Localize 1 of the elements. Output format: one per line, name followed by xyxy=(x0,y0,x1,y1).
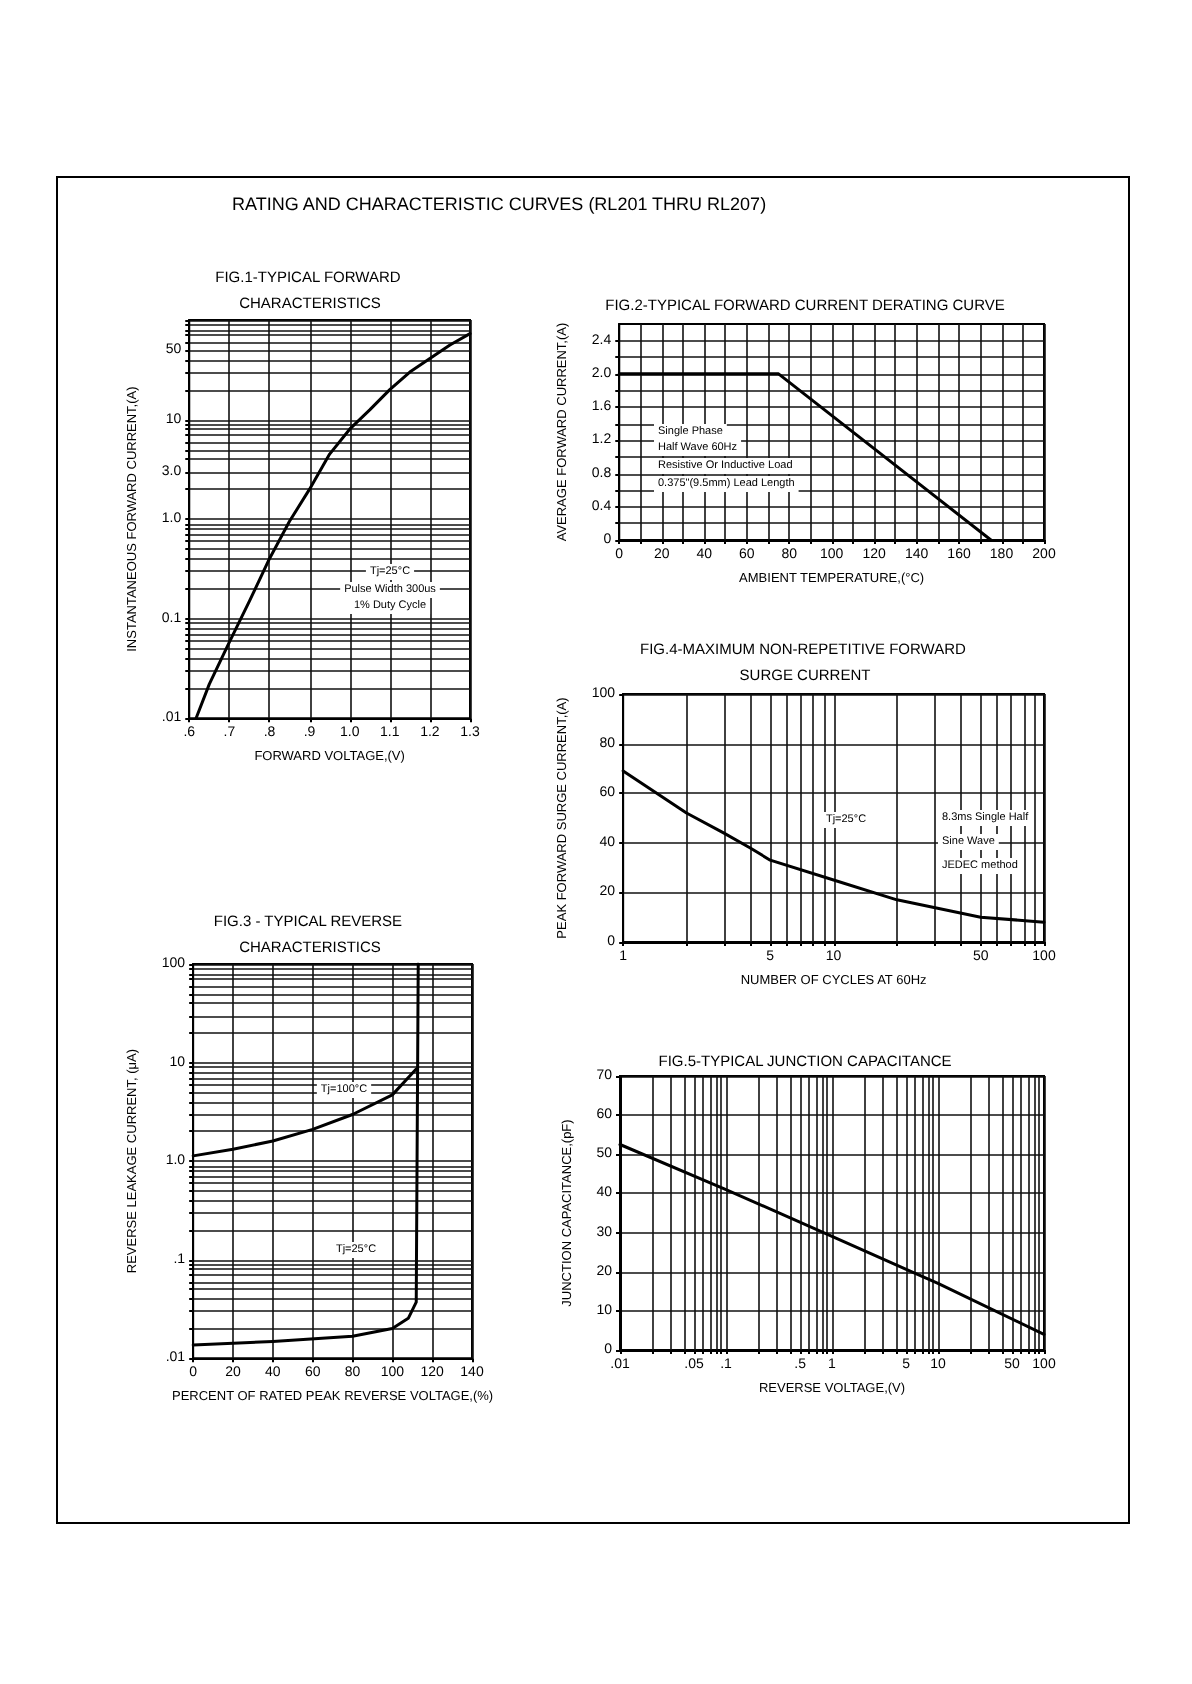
text: RATING AND CHARACTERISTIC CURVES (RL201 THRU RL207) xyxy=(232,194,767,214)
